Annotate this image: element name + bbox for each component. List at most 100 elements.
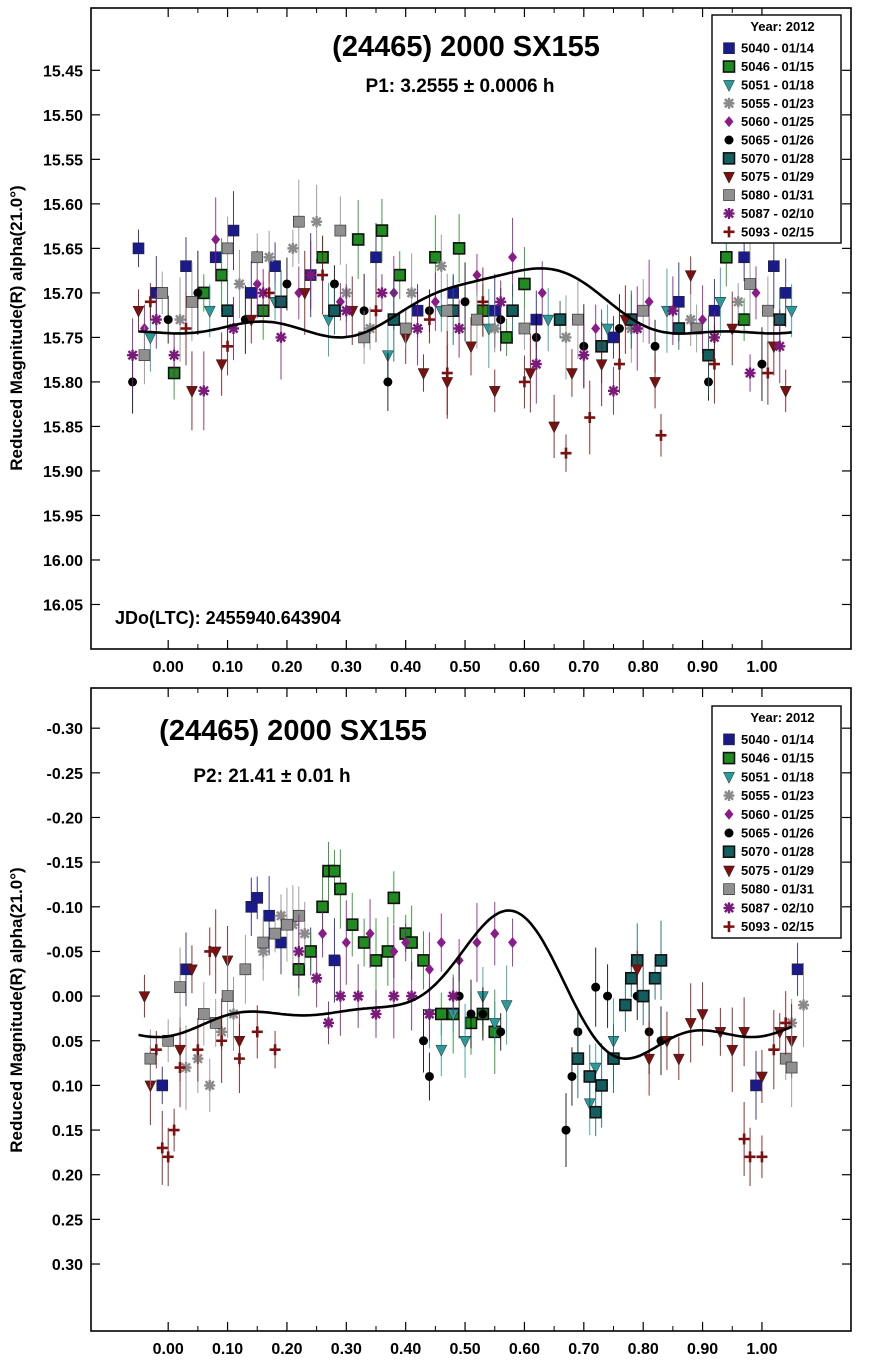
y-tick-label: -0.05	[47, 944, 84, 961]
legend-entry: 5065 - 01/26	[741, 826, 814, 841]
data-point	[174, 1062, 186, 1074]
y-tick-label: 15.85	[43, 419, 83, 436]
epoch-label: JDo(LTC): 2455940.643904	[115, 608, 341, 628]
y-tick-label: 15.70	[43, 286, 83, 303]
legend-entry: 5051 - 01/18	[741, 77, 814, 92]
data-point	[578, 349, 590, 361]
chart-panel-p2: 0.00 0.10 0.20 0.30 0.40 0.50 0.60 0.70 0.80 0.90…	[7, 687, 852, 1358]
legend-entry: 5080 - 01/31	[741, 882, 814, 897]
fit-curve	[138, 909, 793, 1061]
data-point	[785, 1061, 798, 1074]
chart-title: (24465) 2000 SX155	[332, 31, 600, 63]
data-point	[357, 936, 371, 949]
data-point	[311, 216, 323, 228]
y-tick-label: 0.30	[52, 1257, 83, 1274]
data-point	[257, 287, 269, 299]
x-tick-label: 0.60	[509, 659, 540, 676]
series-5055	[174, 184, 744, 380]
data-point	[282, 279, 292, 289]
series-5087	[127, 240, 786, 431]
data-point	[441, 367, 453, 379]
data-point	[156, 1142, 168, 1154]
legend-entry: 5060 - 01/25	[741, 807, 814, 822]
data-point	[561, 1125, 571, 1135]
fit-curve	[138, 267, 792, 339]
data-point	[560, 447, 572, 459]
data-point	[726, 1044, 739, 1057]
y-axis-title: Reduced Magnitude(R) alpha(21.0°)	[7, 867, 26, 1152]
legend-entry: 5065 - 01/26	[741, 133, 814, 148]
data-point	[453, 323, 465, 334]
data-point	[791, 963, 804, 976]
x-tick-label: 1.00	[746, 1341, 777, 1358]
data-point	[252, 278, 262, 290]
legend-entry: 5046 - 01/15	[741, 59, 814, 74]
data-point	[204, 945, 216, 957]
data-point	[388, 990, 400, 1002]
legend-marker	[723, 883, 735, 895]
x-tick-label: 0.50	[449, 659, 480, 676]
data-point	[607, 331, 620, 344]
legend-entry: 5051 - 01/18	[741, 769, 814, 784]
data-point	[328, 864, 341, 878]
data-point	[328, 304, 341, 317]
data-point	[591, 982, 601, 992]
y-tick-label: 15.95	[43, 508, 83, 525]
legend-entry: 5087 - 02/10	[741, 900, 814, 915]
data-point	[211, 233, 221, 245]
data-point	[572, 313, 584, 326]
legend-title: Year: 2012	[750, 710, 814, 725]
data-point	[389, 945, 399, 957]
data-point	[726, 323, 739, 336]
data-point	[798, 999, 809, 1011]
data-point	[667, 305, 679, 317]
data-point	[401, 937, 411, 949]
legend-entry: 5080 - 01/31	[741, 188, 814, 203]
data-point	[393, 268, 407, 282]
legend-entry: 5093 - 02/15	[741, 919, 814, 934]
data-point	[163, 315, 173, 325]
data-point	[560, 331, 572, 343]
data-point	[156, 1079, 169, 1092]
data-point	[696, 1009, 709, 1022]
series-5093	[144, 235, 774, 472]
data-point	[305, 269, 317, 281]
legend-marker	[723, 790, 735, 802]
data-point	[429, 250, 442, 264]
data-point	[263, 251, 275, 263]
data-point	[375, 224, 389, 237]
data-point	[650, 341, 660, 351]
y-tick-label: -0.15	[47, 855, 84, 872]
data-point	[281, 918, 293, 931]
data-point	[489, 323, 501, 334]
data-point	[275, 910, 287, 922]
x-tick-label: 0.60	[509, 1341, 540, 1358]
data-point	[370, 1008, 382, 1020]
legend-entry: 5040 - 01/14	[741, 41, 815, 56]
x-tick-label: 0.90	[687, 1341, 718, 1358]
data-point	[631, 323, 643, 334]
data-point	[287, 919, 299, 931]
data-point	[233, 1053, 245, 1065]
legend-entry: 5087 - 02/10	[741, 206, 814, 221]
data-point	[465, 341, 477, 354]
data-point	[472, 269, 482, 281]
legend-marker	[722, 60, 736, 73]
data-point	[436, 937, 446, 949]
y-tick-label: 0.20	[52, 1168, 83, 1185]
data-point	[738, 251, 750, 264]
data-point	[648, 971, 662, 985]
data-point	[198, 1008, 210, 1020]
data-point	[780, 1017, 792, 1029]
data-point	[506, 304, 519, 317]
data-point	[198, 385, 210, 397]
data-point	[311, 972, 323, 984]
legend-marker	[723, 171, 735, 184]
data-point	[744, 367, 756, 379]
y-tick-label: 15.60	[43, 197, 83, 214]
data-point	[221, 304, 234, 317]
data-point	[233, 278, 245, 290]
data-point	[423, 1008, 435, 1020]
data-point	[567, 1071, 577, 1081]
